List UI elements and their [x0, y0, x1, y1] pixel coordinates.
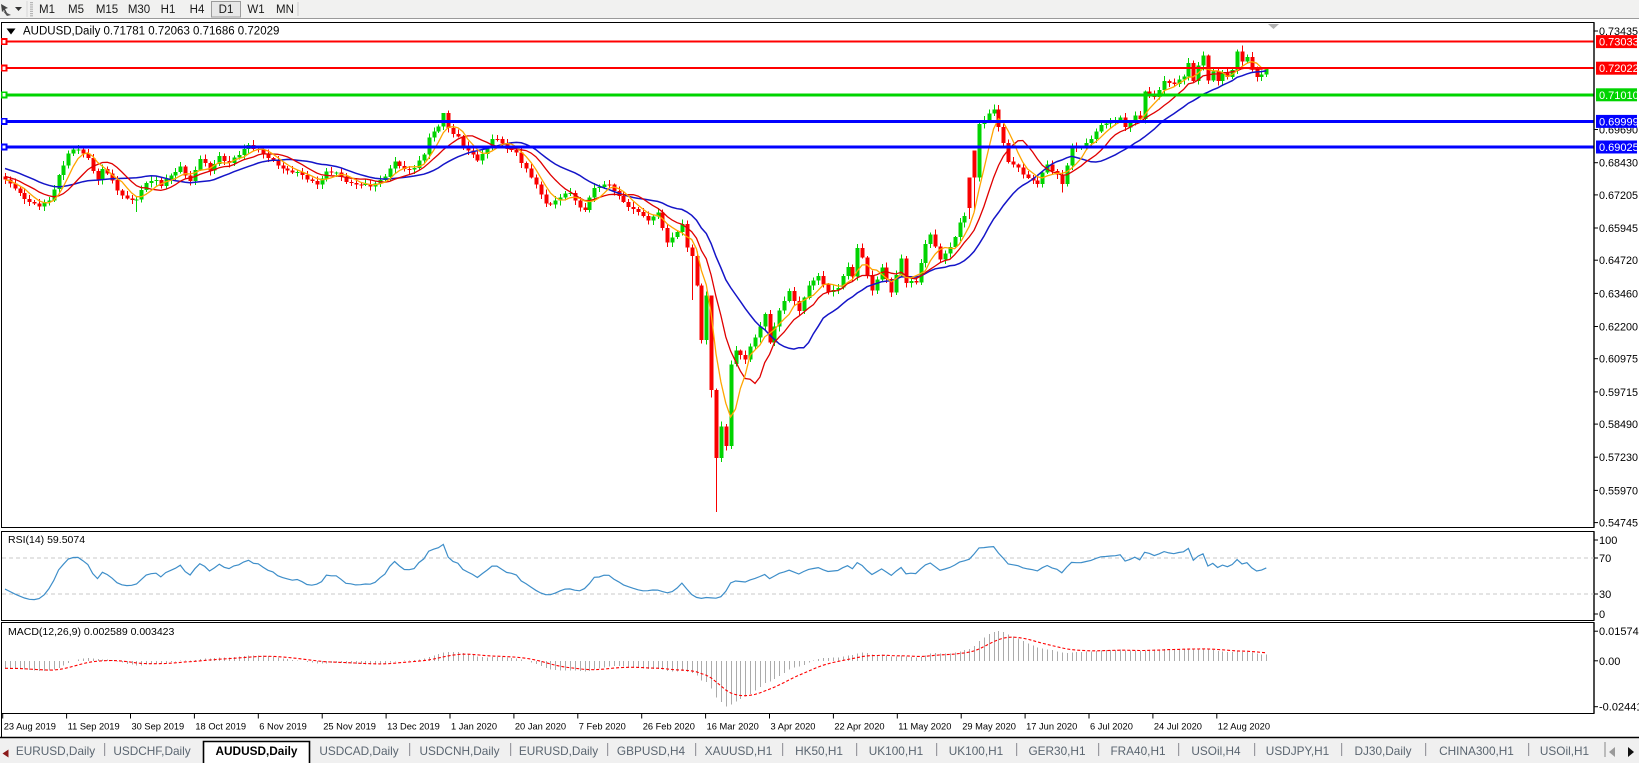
svg-text:12 Aug 2020: 12 Aug 2020 [1218, 722, 1270, 732]
svg-text:6 Jul 2020: 6 Jul 2020 [1090, 722, 1133, 732]
svg-text:11 Sep 2019: 11 Sep 2019 [68, 722, 120, 732]
svg-text:EURUSD,Daily: EURUSD,Daily [519, 744, 598, 758]
svg-text:0.00: 0.00 [1599, 656, 1620, 668]
svg-text:H1: H1 [161, 4, 176, 16]
svg-text:MACD(12,26,9) 0.002589 0.00342: MACD(12,26,9) 0.002589 0.003423 [8, 626, 175, 638]
svg-text:23 Aug 2019: 23 Aug 2019 [4, 722, 56, 732]
svg-text:CHINA300,H1: CHINA300,H1 [1439, 744, 1514, 758]
svg-text:0.62200: 0.62200 [1599, 322, 1638, 334]
svg-text:18 Oct 2019: 18 Oct 2019 [195, 722, 246, 732]
svg-text:100: 100 [1599, 535, 1617, 547]
svg-text:M15: M15 [96, 4, 118, 16]
svg-text:W1: W1 [247, 4, 264, 16]
svg-text:0.69025: 0.69025 [1599, 142, 1639, 154]
svg-text:22 Apr 2020: 22 Apr 2020 [834, 722, 884, 732]
svg-text:0.58490: 0.58490 [1599, 419, 1638, 431]
svg-text:0.67205: 0.67205 [1599, 190, 1638, 202]
svg-text:USOil,H1: USOil,H1 [1540, 744, 1589, 758]
svg-text:USDCHF,Daily: USDCHF,Daily [113, 744, 190, 758]
svg-text:H4: H4 [190, 4, 205, 16]
svg-text:USDJPY,H1: USDJPY,H1 [1266, 744, 1329, 758]
svg-text:AUDUSD,Daily: AUDUSD,Daily [216, 744, 298, 758]
svg-text:0.55970: 0.55970 [1599, 485, 1638, 497]
svg-text:XAUUSD,H1: XAUUSD,H1 [705, 744, 773, 758]
svg-text:0.015741: 0.015741 [1599, 626, 1639, 638]
svg-text:0.68430: 0.68430 [1599, 158, 1638, 170]
svg-text:0.72022: 0.72022 [1599, 63, 1639, 75]
svg-text:29 May 2020: 29 May 2020 [962, 722, 1016, 732]
svg-text:0: 0 [1599, 609, 1605, 621]
svg-text:UK100,H1: UK100,H1 [869, 744, 923, 758]
svg-text:GBPUSD,H4: GBPUSD,H4 [617, 744, 686, 758]
svg-text:M30: M30 [128, 4, 150, 16]
svg-text:GER30,H1: GER30,H1 [1028, 744, 1085, 758]
svg-text:3 Apr 2020: 3 Apr 2020 [771, 722, 816, 732]
svg-text:0.57230: 0.57230 [1599, 452, 1638, 464]
svg-text:13 Dec 2019: 13 Dec 2019 [387, 722, 440, 732]
svg-text:70: 70 [1599, 553, 1611, 565]
svg-text:USDCAD,Daily: USDCAD,Daily [319, 744, 398, 758]
svg-text:0.73033: 0.73033 [1599, 37, 1639, 49]
svg-text:USOil,H4: USOil,H4 [1191, 744, 1241, 758]
svg-text:30 Sep 2019: 30 Sep 2019 [132, 722, 185, 732]
svg-text:25 Nov 2019: 25 Nov 2019 [323, 722, 376, 732]
svg-text:M5: M5 [68, 4, 84, 16]
svg-text:24 Jul 2020: 24 Jul 2020 [1154, 722, 1202, 732]
svg-text:0.69999: 0.69999 [1599, 116, 1639, 128]
svg-text:0.65945: 0.65945 [1599, 223, 1638, 235]
svg-text:D1: D1 [219, 4, 234, 16]
svg-text:11 May 2020: 11 May 2020 [898, 722, 951, 732]
svg-text:HK50,H1: HK50,H1 [795, 744, 843, 758]
svg-text:M1: M1 [39, 4, 55, 16]
svg-text:20 Jan 2020: 20 Jan 2020 [515, 722, 566, 732]
svg-text:17 Jun 2020: 17 Jun 2020 [1026, 722, 1077, 732]
svg-text:USDCNH,Daily: USDCNH,Daily [420, 744, 500, 758]
svg-text:0.60975: 0.60975 [1599, 354, 1638, 366]
svg-text:0.73435: 0.73435 [1599, 26, 1638, 38]
svg-text:16 Mar 2020: 16 Mar 2020 [707, 722, 759, 732]
svg-text:6 Nov 2019: 6 Nov 2019 [259, 722, 307, 732]
svg-text:RSI(14) 59.5074: RSI(14) 59.5074 [8, 534, 85, 546]
svg-text:DJ30,Daily: DJ30,Daily [1354, 744, 1411, 758]
svg-text:0.71010: 0.71010 [1599, 90, 1639, 102]
svg-text:0.64720: 0.64720 [1599, 255, 1638, 267]
svg-text:AUDUSD,Daily 0.71781 0.72063: AUDUSD,Daily 0.71781 0.72063 0.71686 0.7… [23, 26, 279, 38]
svg-text:26 Feb 2020: 26 Feb 2020 [643, 722, 695, 732]
svg-text:0.54745: 0.54745 [1599, 518, 1638, 530]
svg-text:1 Jan 2020: 1 Jan 2020 [451, 722, 497, 732]
svg-text:-0.024412: -0.024412 [1599, 702, 1639, 714]
svg-text:FRA40,H1: FRA40,H1 [1110, 744, 1165, 758]
svg-text:MN: MN [276, 4, 294, 16]
svg-text:7 Feb 2020: 7 Feb 2020 [579, 722, 626, 732]
svg-text:0.63460: 0.63460 [1599, 288, 1638, 300]
svg-text:30: 30 [1599, 589, 1611, 601]
svg-text:EURUSD,Daily: EURUSD,Daily [16, 744, 95, 758]
svg-text:0.59715: 0.59715 [1599, 387, 1638, 399]
svg-text:UK100,H1: UK100,H1 [949, 744, 1003, 758]
